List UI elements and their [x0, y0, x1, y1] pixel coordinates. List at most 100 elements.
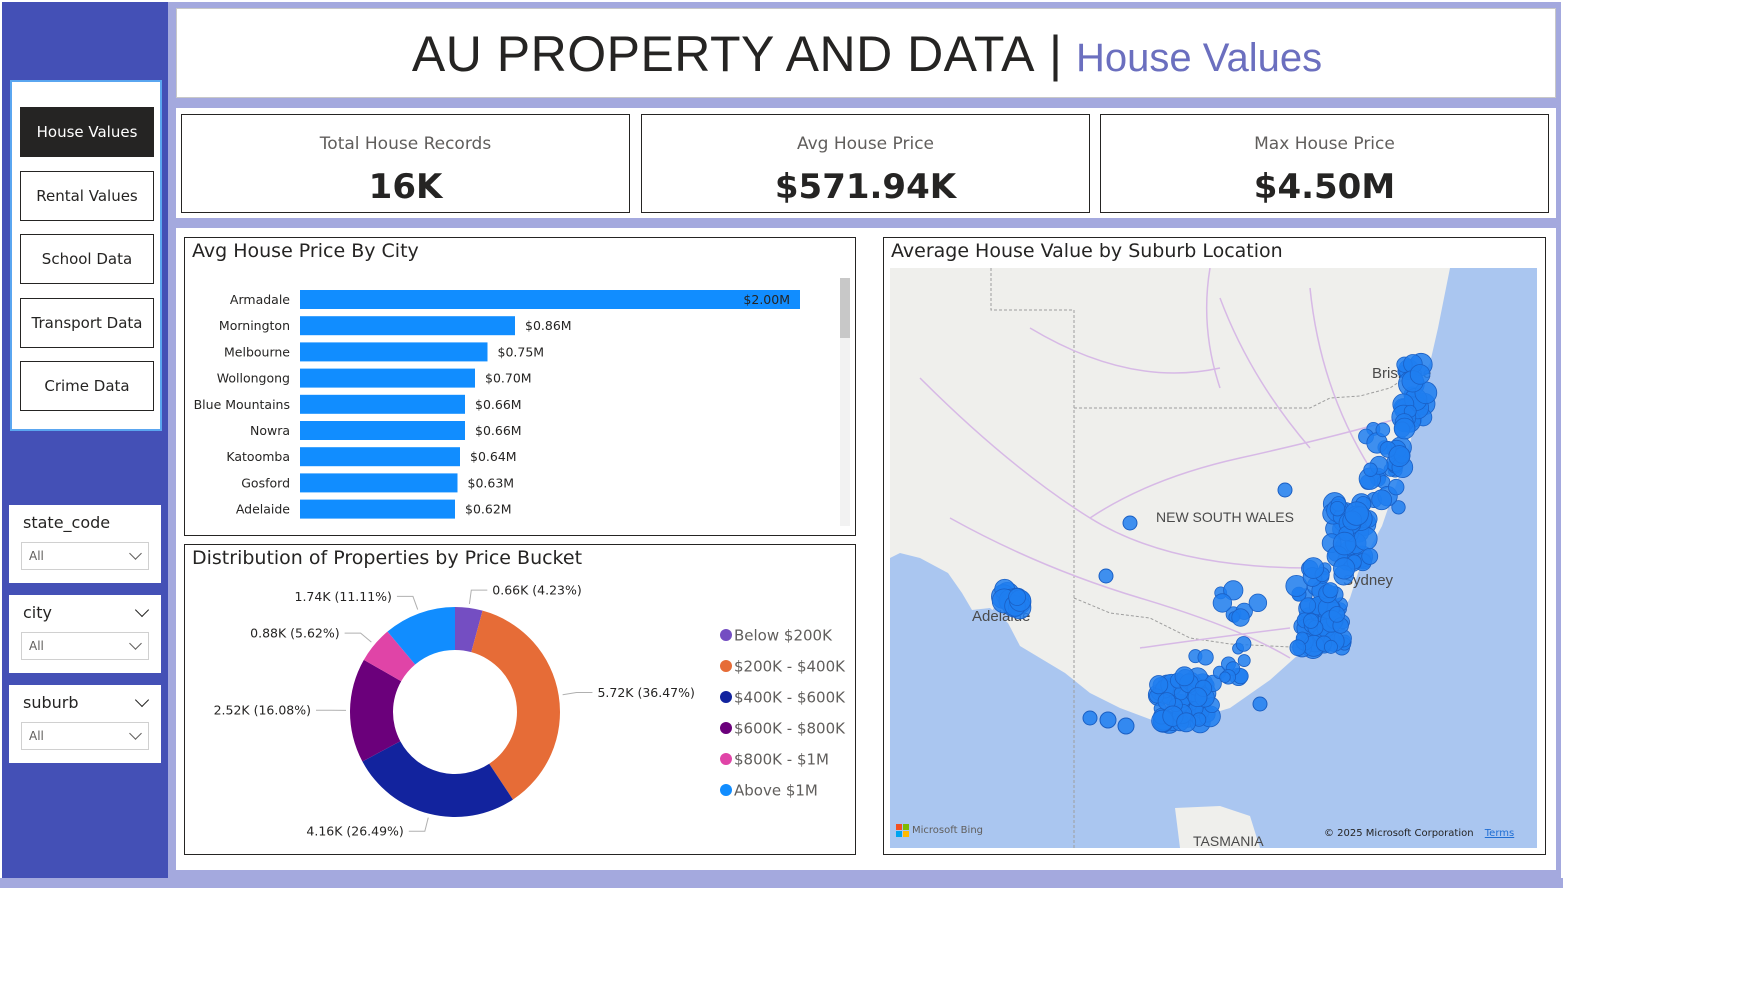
donut-chart-panel[interactable]: Distribution of Properties by Price Buck… — [184, 544, 856, 855]
suburb-marker[interactable] — [1328, 606, 1346, 623]
slicer-state-code: state_code All — [9, 505, 161, 583]
suburb-marker[interactable] — [1082, 710, 1098, 726]
suburb-marker[interactable] — [1187, 687, 1208, 708]
bar-chart-panel[interactable]: Avg House Price By City Armadale $2.00M Mo… — [184, 237, 856, 536]
suburb-marker[interactable] — [1098, 568, 1114, 584]
bar[interactable] — [300, 368, 475, 388]
kpi-card-total-house-records[interactable]: Total House Records 16K — [181, 114, 630, 213]
legend-label[interactable]: $200K - $400K — [734, 658, 846, 676]
chevron-down-icon — [129, 637, 142, 650]
nav-button-school-data[interactable]: School Data — [20, 234, 154, 284]
chevron-down-icon — [129, 727, 142, 740]
microsoft-logo-icon — [896, 824, 909, 837]
scrollbar-track[interactable] — [840, 278, 850, 526]
suburb-marker[interactable] — [1277, 482, 1293, 498]
suburb-marker[interactable] — [1289, 639, 1307, 657]
suburb-marker[interactable] — [1117, 717, 1135, 735]
slicer-suburb: suburb All — [9, 685, 161, 763]
legend-label[interactable]: $400K - $600K — [734, 689, 846, 707]
state-code-dropdown[interactable]: All — [21, 542, 149, 570]
nav-button-transport-data[interactable]: Transport Data — [20, 298, 154, 348]
suburb-marker[interactable] — [1409, 364, 1431, 385]
donut-slice[interactable] — [471, 610, 560, 800]
suburb-marker[interactable] — [1329, 500, 1346, 517]
suburb-marker[interactable] — [1231, 608, 1250, 627]
suburb-marker[interactable] — [1219, 671, 1231, 683]
suburb-marker[interactable] — [1099, 711, 1117, 729]
map-copyright: © 2025 Microsoft Corporation — [1324, 828, 1474, 839]
suburb-map[interactable]: Brisbane NEW SOUTH WALES Sydney Adelaide… — [890, 268, 1537, 848]
suburb-marker[interactable] — [1387, 478, 1405, 496]
chevron-down-icon[interactable] — [134, 602, 150, 618]
suburb-marker[interactable] — [1197, 649, 1214, 666]
suburb-marker[interactable] — [1371, 489, 1393, 511]
legend-label[interactable]: $800K - $1M — [734, 751, 829, 769]
bar[interactable] — [300, 290, 800, 309]
suburb-marker[interactable] — [1223, 580, 1244, 601]
suburb-marker[interactable] — [1333, 557, 1356, 580]
suburb-marker[interactable] — [1302, 557, 1325, 579]
donut-slice[interactable] — [363, 631, 416, 682]
title-subtitle: House Values — [1076, 35, 1323, 80]
suburb-marker[interactable] — [1375, 422, 1391, 438]
suburb-marker[interactable] — [1303, 613, 1319, 629]
slicer-title: state_code — [23, 513, 111, 532]
suburb-marker[interactable] — [1332, 531, 1357, 556]
donut-slice[interactable] — [455, 607, 483, 653]
suburb-marker[interactable] — [1322, 582, 1339, 599]
legend-marker — [720, 691, 732, 703]
suburb-marker[interactable] — [1363, 462, 1378, 477]
donut-slice[interactable] — [362, 741, 513, 817]
suburb-marker[interactable] — [1299, 597, 1317, 614]
suburb-marker[interactable] — [1008, 588, 1027, 606]
donut-slice[interactable] — [387, 607, 455, 665]
bar-value-label: $2.00M — [743, 292, 790, 307]
bar[interactable] — [300, 316, 515, 336]
legend-marker — [720, 784, 732, 796]
nav-button-rental-values[interactable]: Rental Values — [20, 171, 154, 221]
suburb-marker[interactable] — [1391, 500, 1406, 515]
scrollbar-thumb[interactable] — [840, 278, 850, 338]
suburb-dropdown[interactable]: All — [21, 722, 149, 750]
legend-label[interactable]: $600K - $800K — [734, 720, 846, 738]
donut-chart: 0.66K (4.23%) 5.72K (36.47%) 4.16K (26.49%… — [214, 583, 847, 839]
bar[interactable] — [300, 394, 465, 414]
bar-value-label: $0.63M — [468, 475, 515, 490]
bar-category-label: Wollongong — [217, 371, 290, 386]
map-terms-link[interactable]: Terms — [1484, 828, 1515, 839]
suburb-marker[interactable] — [1361, 548, 1379, 565]
bar[interactable] — [300, 447, 460, 467]
suburb-marker[interactable] — [1212, 593, 1233, 613]
donut-data-label: 2.52K (16.08%) — [214, 703, 311, 718]
kpi-card-max-house-price[interactable]: Max House Price $4.50M — [1100, 114, 1549, 213]
suburb-marker[interactable] — [1122, 515, 1138, 531]
bar-category-label: Katoomba — [226, 449, 290, 464]
suburb-marker[interactable] — [1174, 666, 1195, 687]
bar[interactable] — [300, 473, 458, 493]
city-dropdown[interactable]: All — [21, 632, 149, 660]
suburb-marker[interactable] — [1285, 574, 1308, 597]
suburb-marker[interactable] — [1388, 445, 1411, 467]
donut-slice[interactable] — [350, 659, 402, 762]
nav-button-house-values[interactable]: House Values — [20, 107, 154, 157]
bar[interactable] — [300, 499, 455, 519]
legend-label[interactable]: Above $1M — [734, 782, 818, 800]
kpi-card-avg-house-price[interactable]: Avg House Price $571.94K — [641, 114, 1090, 213]
legend-label[interactable]: Below $200K — [734, 627, 833, 645]
suburb-marker[interactable] — [1248, 593, 1268, 613]
suburb-marker[interactable] — [1393, 417, 1416, 440]
suburb-marker[interactable] — [1252, 696, 1268, 712]
navigation-pane: House Values Rental Values School Data T… — [2, 2, 168, 878]
bar[interactable] — [300, 342, 488, 362]
dropdown-value: All — [29, 549, 44, 563]
suburb-marker[interactable] — [1344, 501, 1369, 526]
nav-button-crime-data[interactable]: Crime Data — [20, 361, 154, 411]
suburb-marker[interactable] — [1176, 712, 1197, 733]
report-header: AU PROPERTY AND DATA | House Values — [176, 8, 1556, 98]
chevron-down-icon[interactable] — [134, 692, 150, 708]
suburb-marker[interactable] — [1235, 636, 1252, 652]
suburb-marker[interactable] — [1149, 675, 1169, 695]
suburb-marker[interactable] — [1323, 639, 1338, 654]
suburb-marker[interactable] — [1237, 654, 1251, 667]
bar[interactable] — [300, 421, 465, 440]
